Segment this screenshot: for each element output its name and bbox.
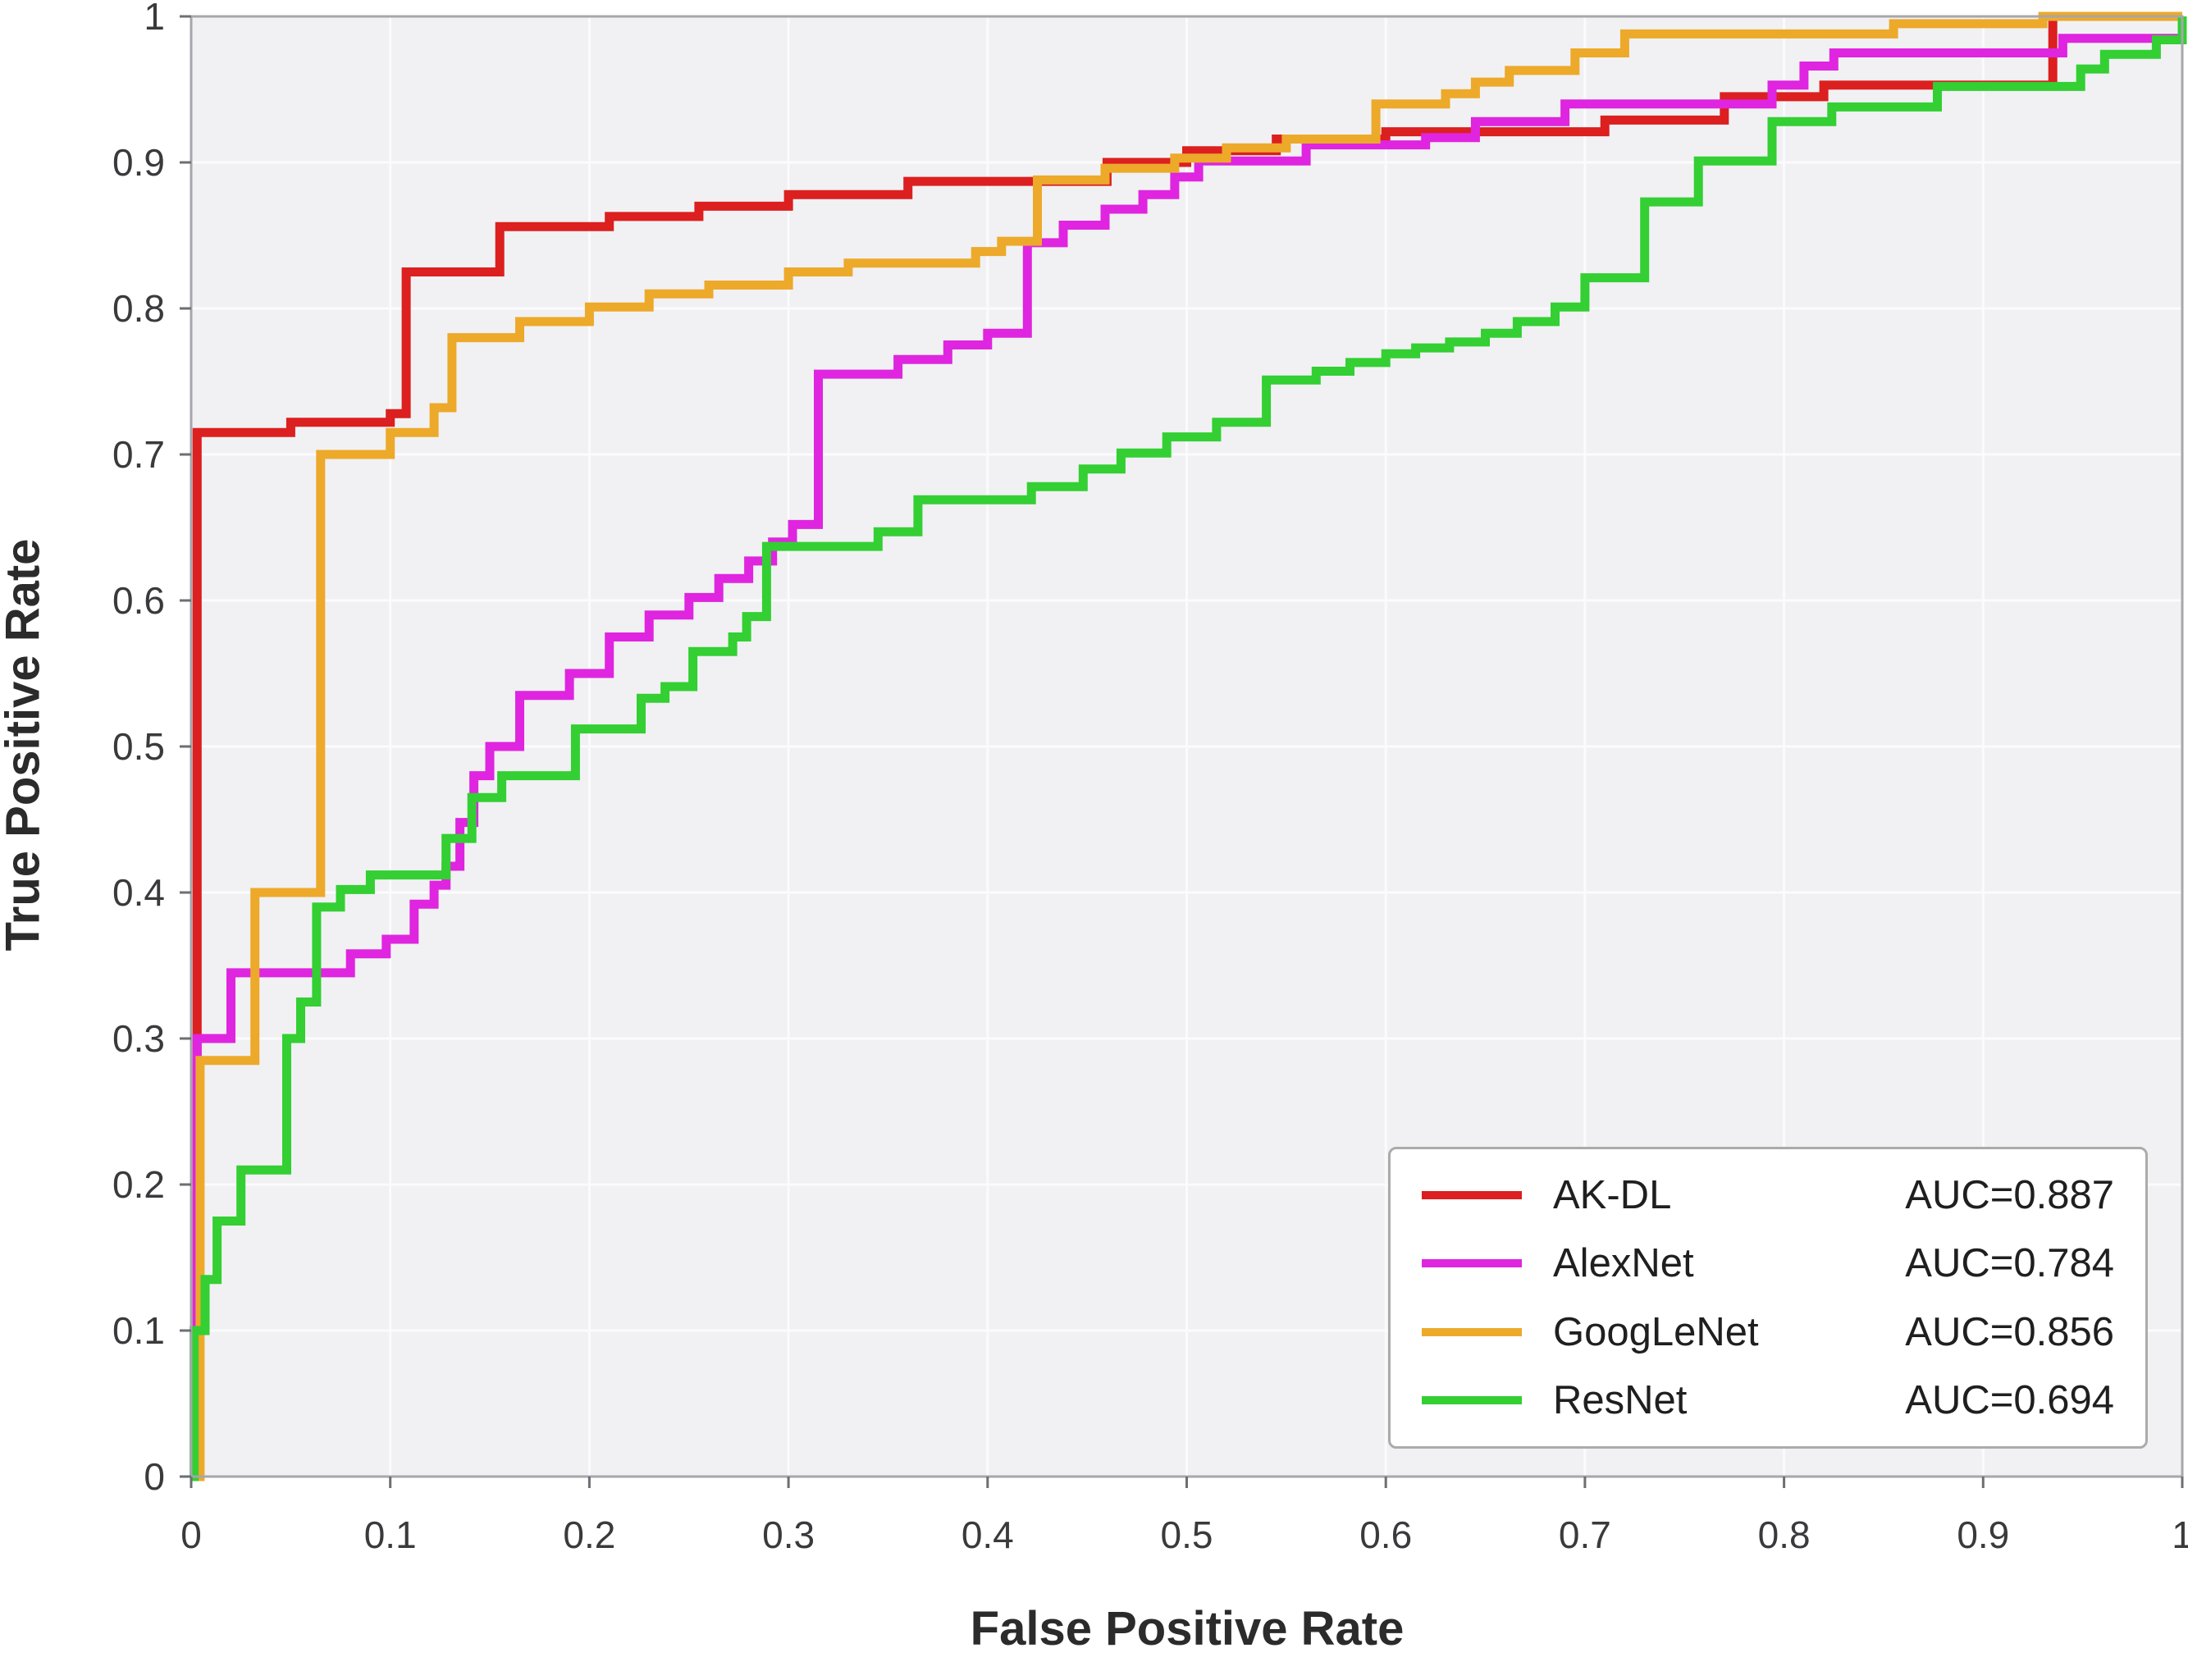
x-tick-label-0: 0 [180,1513,202,1556]
roc-curves [190,11,2187,1481]
x-tick-label-0.6: 0.6 [1359,1513,1413,1556]
x-tick-label-1: 1 [2172,1513,2188,1556]
y-tick-label-1: 1 [144,0,165,38]
legend-line-swatch-alexnet [1422,1259,1522,1268]
x-tick-label-0.9: 0.9 [1957,1513,2010,1556]
legend-auc-value: AUC=0.856 [1905,1309,2114,1354]
legend-line-swatch-googlenet [1422,1327,1522,1336]
roc-curve-googlenet [191,11,2182,1481]
x-tick-label-0.3: 0.3 [762,1513,815,1556]
legend-series-name: GoogLeNet [1553,1309,1759,1354]
legend-auc-value: AUC=0.784 [1905,1241,2114,1286]
y-tick-label-0.2: 0.2 [112,1163,165,1206]
legend-line-swatch-ak-dl [1422,1190,1522,1199]
legend-row-ak-dl: AK-DL AUC=0.887 [1422,1172,2114,1218]
x-tick-label-0.5: 0.5 [1160,1513,1213,1556]
legend-auc-value: AUC=0.887 [1905,1172,2114,1217]
legend-row-googlenet: GoogLeNet AUC=0.856 [1422,1309,2114,1355]
y-axis-label: True Positive Rate [0,538,50,952]
x-tick-label-0.7: 0.7 [1558,1513,1611,1556]
tick-marks [180,15,2184,1488]
legend-row-alexnet: AlexNet AUC=0.784 [1422,1240,2114,1286]
legend-series-name: AlexNet [1553,1241,1694,1286]
y-tick-label-0.9: 0.9 [112,141,165,184]
x-tick-label-0.2: 0.2 [563,1513,616,1556]
roc-curve-resnet [190,16,2187,1481]
x-axis-label: False Positive Rate [970,1602,1405,1655]
y-tick-label-0.7: 0.7 [112,433,165,476]
y-tick-label-0.6: 0.6 [112,579,165,622]
legend-series-name: AK-DL [1553,1172,1672,1217]
legend-line-swatch-resnet [1422,1396,1522,1405]
y-tick-label-0.8: 0.8 [112,287,165,330]
roc-curve-ak-dl [191,11,2182,1481]
legend-row-resnet: ResNet AUC=0.694 [1422,1377,2114,1423]
y-tick-label-0: 0 [144,1455,165,1498]
y-tick-label-0.4: 0.4 [112,871,165,914]
roc-curve-alexnet [191,16,2187,1481]
y-tick-label-0.3: 0.3 [112,1017,165,1060]
legend-auc-value: AUC=0.694 [1905,1378,2114,1423]
x-tick-label-0.4: 0.4 [961,1513,1014,1556]
y-tick-label-0.5: 0.5 [112,725,165,768]
x-tick-label-0.1: 0.1 [363,1513,417,1556]
y-tick-label-0.1: 0.1 [112,1309,165,1352]
legend-box: AK-DL AUC=0.887 AlexNet AUC=0.784 GoogLeNet A… [1388,1147,2148,1449]
legend-series-name: ResNet [1553,1378,1688,1423]
x-tick-label-0.8: 0.8 [1757,1513,1811,1556]
